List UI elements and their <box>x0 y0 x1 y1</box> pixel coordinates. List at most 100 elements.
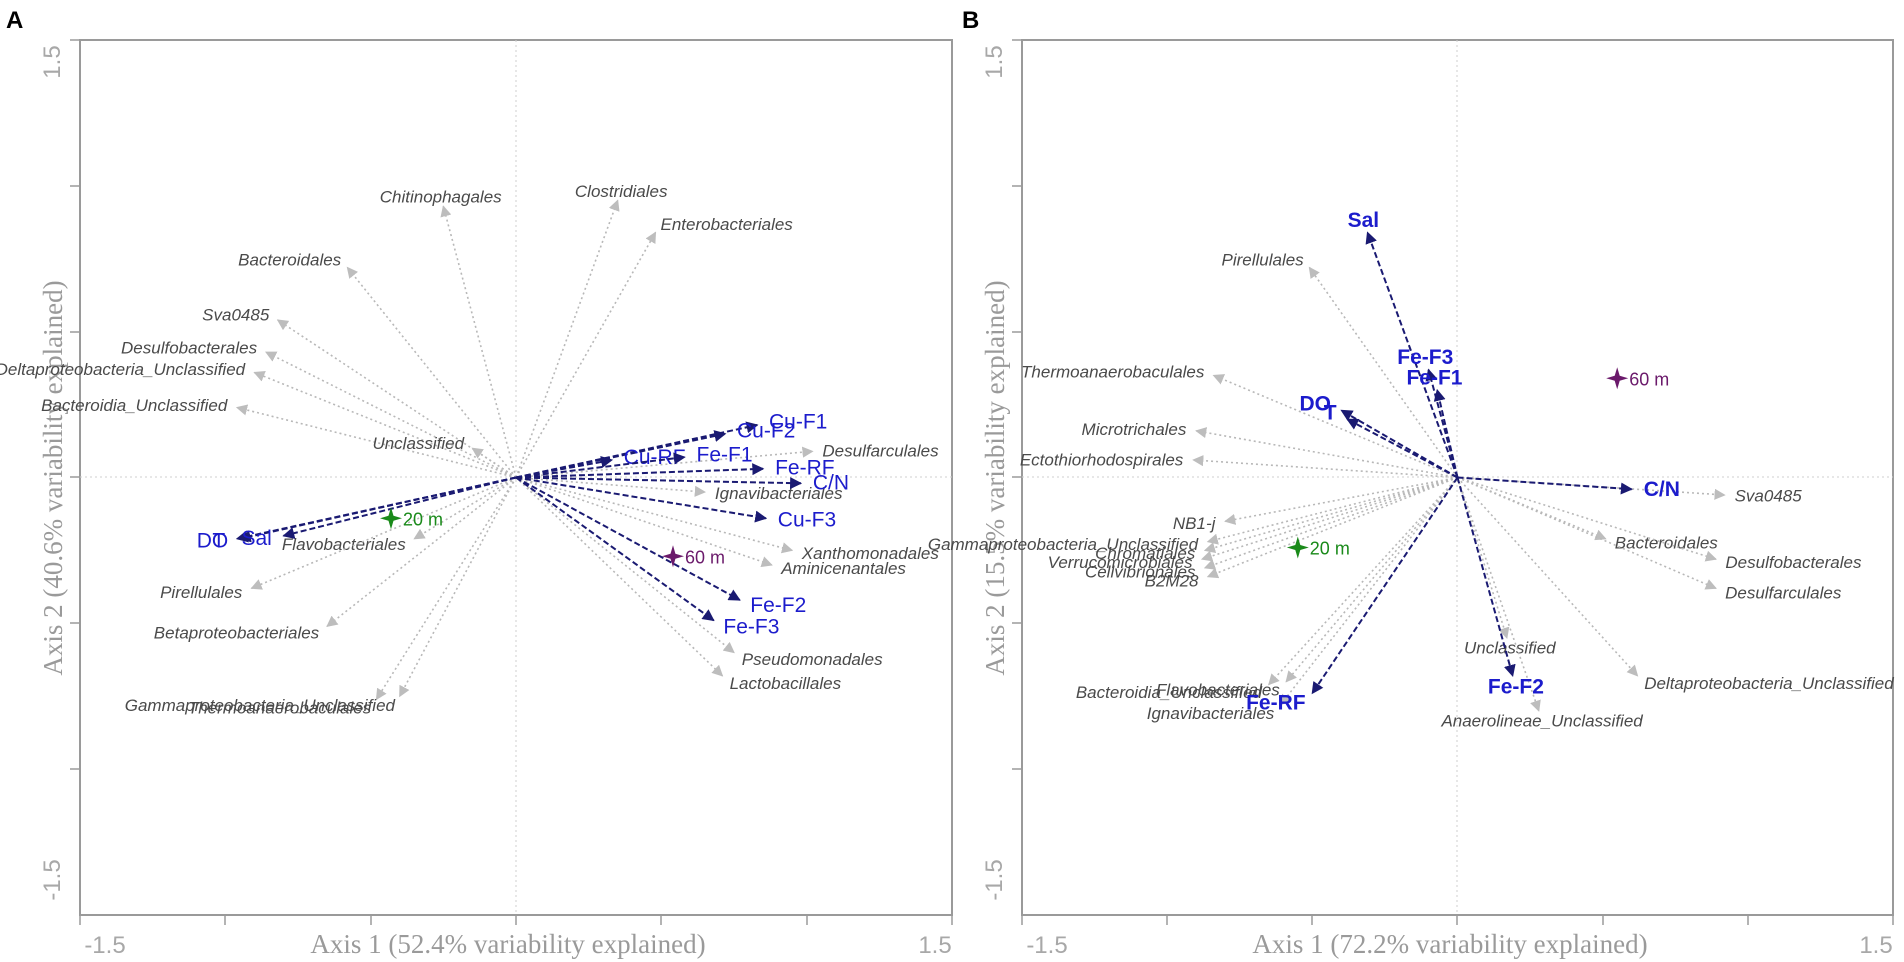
panel-a-taxon-label-enterobacteriales: Enterobacteriales <box>661 215 794 234</box>
panel-b-env-arrow-t <box>1346 418 1458 479</box>
panel-b-taxon-arrow-nb1-j <box>1224 476 1458 525</box>
panel-b-env-label-do: DO <box>1300 392 1332 415</box>
panel-b-y-axis-title: Axis 2 (15.5% variability explained) <box>980 280 1010 675</box>
panel-a-sample-label-60-m: 60 m <box>685 547 725 567</box>
panel-b-taxon-label-pirellulales: Pirellulales <box>1221 250 1304 269</box>
panel-a-env-arrow-fe-f1 <box>515 452 686 479</box>
panel-a-sample-marker-60-m <box>662 545 684 568</box>
panel-b-taxon-label-b2m28: B2M28 <box>1145 571 1199 590</box>
panel-b-env-arrow-c-n <box>1457 476 1633 495</box>
panel-a-taxon-label-lactobacillales: Lactobacillales <box>730 674 842 693</box>
panel-a-env-label-t: T <box>212 529 225 552</box>
panel-a-taxon-label-ignavibacteriales: Ignavibacteriales <box>715 484 843 503</box>
panel-a-taxon-arrow-lactobacillales <box>515 476 724 677</box>
panel-a-env-label-fe-f2: Fe-F2 <box>750 594 806 617</box>
panel-a-taxon-arrow-aminicenantales <box>515 476 773 568</box>
panel-b-env-arrow-sal <box>1365 231 1459 478</box>
panel-b-taxon-arrow-desulfobacterales <box>1457 476 1717 562</box>
panel-a-taxon-arrow-unclassified <box>471 447 517 479</box>
panel-a-taxon-arrow-gammaproteobacteria-unclassified <box>398 477 517 698</box>
panel-b-taxon-label-deltaproteobacteria-unclassified: Deltaproteobacteria_Unclassified <box>1644 674 1894 693</box>
panel-a-taxon-arrow-desulfobacterales <box>264 351 517 479</box>
panel-a-taxon-label-sva0485: Sva0485 <box>202 306 270 325</box>
panel-b-taxon-label-chromatiales: Chromatiales <box>1095 544 1196 563</box>
panel-a-env-label-c-n: C/N <box>813 472 849 495</box>
panel-b-plot-area: Pirellulales Thermoanaerobaculales Microtr… <box>928 209 1894 730</box>
panel-b-taxon-arrow-bacteroidia-unclassified <box>1268 476 1459 686</box>
panel-a-y-tick-min: -1.5 <box>39 859 66 900</box>
panel-a-env-arrow-cu-f3 <box>515 476 768 523</box>
panel-b-sample-label-60-m: 60 m <box>1629 369 1669 389</box>
panel-a-env-arrow-fe-f3 <box>515 476 715 622</box>
panel-b-env-label-fe-f3: Fe-F3 <box>1397 346 1453 369</box>
panel-a-env-arrow-do <box>238 476 517 543</box>
panel-b-taxon-label-bacteroidia-unclassified: Bacteroidia_Unclassified <box>1076 683 1263 702</box>
panel-a-x-tick-max: 1.5 <box>918 932 951 959</box>
panel-a-env-arrow-c-n <box>515 476 803 490</box>
panel-b-taxon-label-microtrichales: Microtrichales <box>1082 420 1187 439</box>
panel-a-taxon-label-desulfarculales: Desulfarculales <box>822 441 939 460</box>
panel-b-env-label-t: T <box>1324 402 1337 425</box>
panel-b-x-axis-title: Axis 1 (72.2% variability explained) <box>1252 929 1647 959</box>
panel-b-env-label-c-n: C/N <box>1644 478 1680 501</box>
panel-a-plot-area: Chitinophagales Clostridiales Enterobacter… <box>0 182 939 718</box>
panel-a-taxon-arrow-ignavibacteriales <box>515 476 707 497</box>
panel-b-taxon-label-verrucomicrobiales: Verrucomicrobiales <box>1048 553 1193 572</box>
panel-b-taxon-arrow-b2m28 <box>1206 476 1458 579</box>
panel-a-env-label-cu-f3: Cu-F3 <box>778 508 836 531</box>
panel-a-taxon-arrow-pseudomonadales <box>515 476 735 654</box>
panel-a-taxon-label-flavobacteriales: Flavobacteriales <box>282 535 406 554</box>
panel-a-taxon-arrow-deltaproteobacteria-unclassified <box>253 371 517 479</box>
panel-b-env-label-fe-f2: Fe-F2 <box>1488 675 1544 698</box>
panel-b-y-tick-min: -1.5 <box>981 859 1008 900</box>
panel-b-taxon-label-gammaproteobacteria-unclassified: Gammaproteobacteria_Unclassified <box>928 535 1199 554</box>
panel-b-taxon-label-thermoanaerobaculales: Thermoanaerobaculales <box>1021 363 1205 382</box>
panel-a-taxon-label-desulfobacterales: Desulfobacterales <box>121 339 258 358</box>
panel-b-taxon-label-cellvibrionales: Cellvibrionales <box>1085 562 1196 581</box>
panel-b-taxon-label-unclassified: Unclassified <box>1464 639 1556 658</box>
panel-a-taxon-label-unclassified: Unclassified <box>372 434 464 453</box>
panel-b-taxon-label-bacteroidales: Bacteroidales <box>1615 534 1719 553</box>
panel-a-x-tick-min: -1.5 <box>84 932 125 959</box>
panel-b-taxon-label-desulfarculales: Desulfarculales <box>1725 583 1842 602</box>
panel-b-sample-marker-60-m <box>1606 367 1629 390</box>
panel-b-env-arrow-fe-f2 <box>1456 477 1516 677</box>
panel-a-sample-marker-20-m <box>380 507 402 530</box>
panel-a-taxon-label-betaproteobacteriales: Betaproteobacteriales <box>154 623 320 642</box>
panel-b-env-label-fe-rf: Fe-RF <box>1246 691 1306 714</box>
panel-a-taxon-arrow-betaproteobacteriales <box>326 476 517 627</box>
panel-b: B -1.5 1.5 1.5 -1.5 Axis 1 (72.2% variab… <box>928 7 1894 959</box>
panel-a-env-arrow-fe-f2 <box>515 476 741 601</box>
panel-a-env-label-cu-f2: Cu-F2 <box>737 419 795 442</box>
panel-a-env-arrow-fe-rf <box>515 463 765 479</box>
panel-b-y-tick-max: 1.5 <box>981 45 1008 78</box>
panel-a-taxon-label-deltaproteobacteria-unclassified: Deltaproteobacteria_Unclassified <box>0 360 246 379</box>
panel-b-sample-marker-20-m <box>1286 536 1309 559</box>
panel-b-taxon-label-flavobacteriales: Flavobacteriales <box>1156 680 1280 699</box>
panel-b-env-label-fe-f1: Fe-F1 <box>1406 366 1462 389</box>
panel-a-taxon-arrow-chitinophagales <box>440 205 517 478</box>
panel-b-taxon-label-nb1-j: NB1-j <box>1173 514 1217 533</box>
panel-b-taxon-arrow-anaerolineae-unclassified <box>1456 477 1541 712</box>
panel-b-taxon-arrow-thermoanaerobaculales <box>1212 374 1458 479</box>
panel-b-taxon-label-ectothiorhodospirales: Ectothiorhodospirales <box>1020 450 1184 469</box>
panel-a-taxon-label-pirellulales: Pirellulales <box>160 583 243 602</box>
panel-a: A -1.5 1.5 1.5 -1.5 Axis 1 (52.4% variab… <box>0 7 953 959</box>
panel-b-taxon-label-desulfobacterales: Desulfobacterales <box>1725 553 1862 572</box>
panel-a-env-label-cu-rf: Cu-RF <box>624 446 686 469</box>
panel-a-env-label-sal: Sal <box>241 527 271 550</box>
panel-a-taxon-arrow-flavobacteriales <box>413 476 517 540</box>
panel-a-taxon-label-aminicenantales: Aminicenantales <box>780 559 906 578</box>
panel-b-taxon-arrow-chromatiales <box>1203 476 1458 553</box>
panel-a-env-label-cu-f1: Cu-F1 <box>769 410 827 433</box>
panel-a-taxon-label-chitinophagales: Chitinophagales <box>380 188 502 207</box>
panel-a-taxon-label-bacteroidia-unclassified: Bacteroidia_Unclassified <box>41 396 228 415</box>
panel-a-y-axis-title: Axis 2 (40.6% variability explained) <box>38 280 68 675</box>
panel-a-env-arrow-sal <box>282 476 517 539</box>
panel-b-taxon-arrow-unclassified <box>1456 477 1510 639</box>
panel-a-env-label-fe-rf: Fe-RF <box>775 456 835 479</box>
panel-a-taxon-label-xanthomonadales: Xanthomonadales <box>801 544 940 563</box>
panel-b-taxon-label-sva0485: Sva0485 <box>1735 487 1803 506</box>
panel-b-letter: B <box>962 7 979 34</box>
